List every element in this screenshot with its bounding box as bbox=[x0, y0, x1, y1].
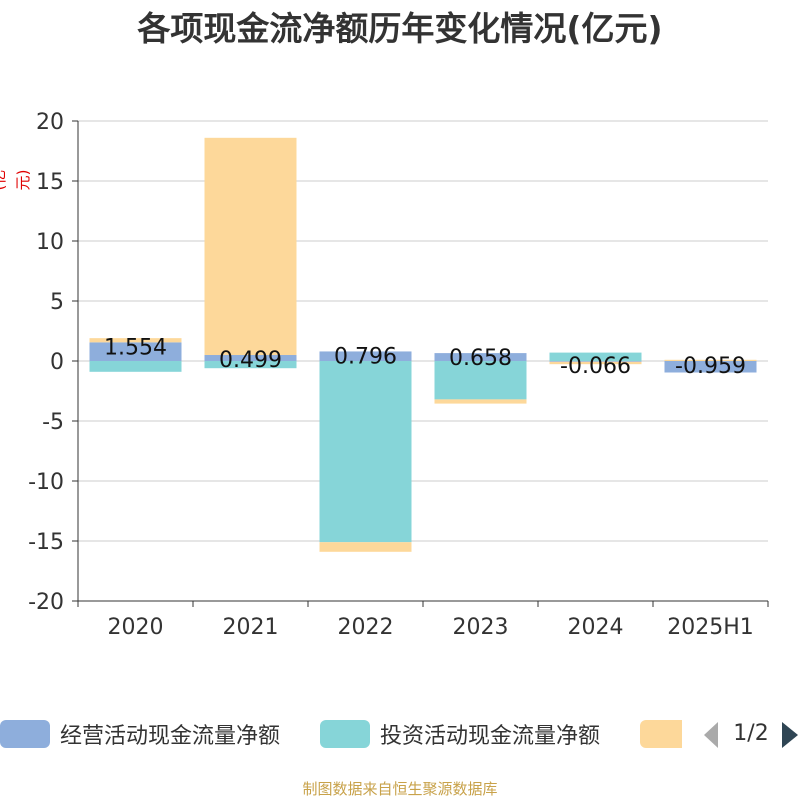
legend-page-indicator: 1/2 bbox=[733, 721, 769, 746]
bar-segment-1 bbox=[549, 361, 642, 362]
chart-title: 各项现金流净额历年变化情况(亿元) bbox=[137, 9, 663, 48]
legend-item-financing[interactable] bbox=[640, 714, 692, 754]
y-tick-label: 5 bbox=[50, 290, 64, 315]
x-tick-label: 2025H1 bbox=[667, 615, 754, 640]
bar-segment-3 bbox=[434, 399, 527, 404]
bar-segment-2 bbox=[434, 361, 527, 400]
y-tick-label: 10 bbox=[36, 230, 64, 255]
x-tick-label: 2022 bbox=[338, 615, 394, 640]
bar-segment-1 bbox=[204, 355, 297, 361]
bar-segment-3 bbox=[549, 361, 642, 365]
bar-segment-3 bbox=[89, 338, 182, 343]
data-label: 1.554 bbox=[104, 335, 167, 360]
data-label: 0.499 bbox=[219, 348, 282, 373]
bar-segment-2 bbox=[549, 352, 642, 361]
bar-segment-1 bbox=[434, 353, 527, 361]
y-tick-label: -15 bbox=[28, 530, 64, 555]
chart-legend: 经营活动现金流量净额 投资活动现金流量净额 bbox=[0, 714, 800, 754]
legend-next-page-icon[interactable] bbox=[778, 720, 800, 750]
bar-segment-1 bbox=[319, 351, 412, 361]
x-tick-label: 2024 bbox=[568, 615, 624, 640]
data-label: 0.658 bbox=[449, 346, 512, 371]
legend-label-investing: 投资活动现金流量净额 bbox=[380, 724, 601, 749]
legend-prev-page-icon[interactable] bbox=[700, 720, 724, 750]
bar-segment-3 bbox=[319, 542, 412, 552]
x-tick-label: 2021 bbox=[223, 615, 279, 640]
source-footer: 制图数据来自恒生聚源数据库 bbox=[302, 780, 498, 798]
bar-segment-2 bbox=[319, 361, 412, 543]
y-tick-label: 15 bbox=[36, 170, 64, 195]
bar-segment-2 bbox=[89, 361, 182, 372]
legend-item-operating[interactable]: 经营活动现金流量净额 bbox=[0, 714, 280, 754]
y-tick-label: -10 bbox=[28, 470, 64, 495]
bar-segment-3 bbox=[204, 137, 297, 356]
legend-swatch-financing bbox=[640, 720, 682, 748]
bar-segment-3 bbox=[664, 359, 757, 361]
legend-swatch-operating bbox=[0, 720, 50, 748]
bar-segment-2 bbox=[204, 361, 297, 369]
data-label: -0.959 bbox=[675, 354, 746, 379]
y-tick-label: -20 bbox=[28, 590, 64, 615]
legend-label-operating: 经营活动现金流量净额 bbox=[60, 724, 281, 749]
data-label: 0.796 bbox=[334, 344, 397, 369]
x-tick-label: 2023 bbox=[453, 615, 509, 640]
legend-swatch-investing bbox=[320, 720, 370, 748]
bar-segment-1 bbox=[89, 342, 182, 361]
cash-flow-bar-chart: 20 15 10 5 0 -5 -10 -15 -20 1.554 0.499 0.796 0.658 -… bbox=[28, 110, 769, 640]
x-tick-label: 2020 bbox=[108, 615, 164, 640]
y-tick-label: -5 bbox=[42, 410, 64, 435]
bar-segment-1 bbox=[664, 361, 757, 373]
data-label: -0.066 bbox=[560, 354, 631, 379]
y-tick-label: 20 bbox=[36, 110, 64, 135]
legend-item-investing[interactable]: 投资活动现金流量净额 bbox=[320, 714, 600, 754]
y-tick-label: 0 bbox=[50, 350, 64, 375]
